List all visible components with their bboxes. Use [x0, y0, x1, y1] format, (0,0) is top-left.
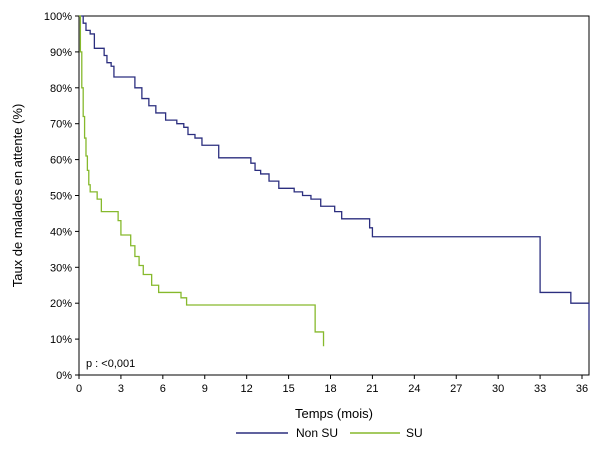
x-tick-label: 24 — [408, 383, 420, 395]
y-axis-title: Taux de malades en attente (%) — [10, 104, 25, 288]
y-tick-label: 50% — [50, 191, 72, 203]
x-tick-label: 30 — [492, 383, 504, 395]
x-axis-title: Temps (mois) — [295, 406, 373, 421]
y-tick-label: 10% — [50, 334, 72, 346]
plot-area — [78, 15, 590, 376]
y-tick-label: 30% — [50, 262, 72, 274]
y-tick-label: 0% — [56, 370, 72, 382]
legend-label: SU — [406, 426, 423, 440]
x-tick-label: 33 — [534, 383, 546, 395]
x-tick-label: 36 — [576, 383, 588, 395]
x-tick-label: 27 — [450, 383, 462, 395]
y-tick-label: 90% — [50, 47, 72, 59]
x-tick-label: 0 — [76, 383, 82, 395]
y-tick-label: 80% — [50, 83, 72, 95]
x-axis-ticks: 0 3 6 9 12 15 18 21 24 27 30 33 36 — [76, 375, 588, 395]
y-tick-label: 60% — [50, 155, 72, 167]
x-tick-label: 6 — [160, 383, 166, 395]
x-tick-label: 9 — [202, 383, 208, 395]
x-tick-label: 18 — [324, 383, 336, 395]
y-tick-label: 100% — [44, 11, 72, 23]
x-tick-label: 12 — [241, 383, 253, 395]
x-tick-label: 3 — [118, 383, 124, 395]
series-line-non-su — [79, 15, 590, 331]
x-tick-label: 15 — [282, 383, 294, 395]
legend: Non SU SU — [236, 426, 423, 440]
y-tick-label: 20% — [50, 298, 72, 310]
series-line-su — [79, 15, 325, 347]
y-tick-label: 70% — [50, 119, 72, 131]
plot-frame — [78, 15, 590, 376]
x-tick-label: 21 — [366, 383, 378, 395]
y-axis-ticks: 0% 10% 20% 30% 40% 50% 60% 70% 80% 90% 100% — [44, 11, 79, 382]
legend-label: Non SU — [296, 426, 338, 440]
p-value-annotation: p : <0,001 — [86, 358, 135, 370]
y-tick-label: 40% — [50, 226, 72, 238]
